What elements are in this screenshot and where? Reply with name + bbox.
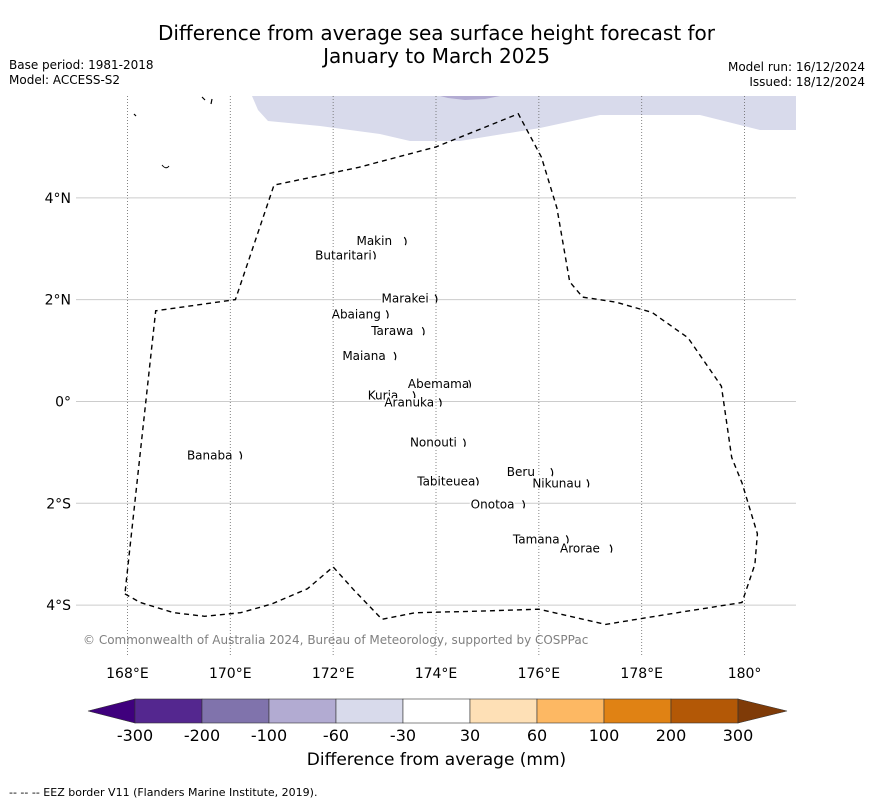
colorbar-segment bbox=[335, 698, 404, 724]
base-period: Base period: 1981-2018 bbox=[9, 58, 154, 72]
colorbar-tick-label: -60 bbox=[323, 726, 349, 745]
lon-tick-label: 168°E bbox=[106, 666, 149, 682]
colorbar-segment bbox=[469, 698, 538, 724]
island-outline bbox=[550, 467, 554, 477]
island-label: Beru bbox=[507, 465, 535, 479]
island-label: Nonouti bbox=[410, 436, 457, 450]
island-outline bbox=[421, 326, 425, 336]
island-outline bbox=[438, 398, 442, 407]
island-label: Maiana bbox=[342, 349, 385, 363]
island-outline bbox=[239, 451, 243, 460]
colorbar-label: Difference from average (mm) bbox=[306, 750, 567, 770]
map-title: Difference from average sea surface heig… bbox=[0, 22, 873, 68]
island-label: Makin bbox=[356, 234, 392, 248]
colorbar: -300 -200 -100 -60 -30 30 60 100 200 300 bbox=[87, 698, 788, 745]
axis-labels: 168°E 170°E 172°E 174°E 176°E 178°E 180° 4°N 2°N… bbox=[45, 191, 762, 682]
colorbar-extend-high bbox=[737, 698, 788, 724]
lon-tick-label: 176°E bbox=[518, 666, 561, 682]
island-outline-north-a bbox=[133, 113, 137, 117]
island-outline bbox=[565, 535, 569, 544]
lat-tick-label: 4°N bbox=[45, 191, 71, 207]
title-line-2: January to March 2025 bbox=[323, 44, 550, 68]
eez-source-note: -- -- -- EEZ border V11 (Flanders Marine… bbox=[9, 786, 318, 799]
island-label: Banaba bbox=[187, 448, 233, 462]
island-outline-nauru bbox=[161, 164, 170, 169]
colorbar-tick-label: 100 bbox=[589, 726, 620, 745]
colorbar-tick-label: -30 bbox=[390, 726, 416, 745]
island-outline-north-b bbox=[201, 96, 213, 105]
island-label: Butaritari bbox=[315, 248, 372, 262]
lat-tick-label: 2°S bbox=[46, 496, 71, 512]
colorbar-tick-label: 300 bbox=[723, 726, 754, 745]
island-outline bbox=[609, 544, 613, 553]
lon-tick-label: 180° bbox=[728, 666, 762, 682]
lon-tick-label: 174°E bbox=[415, 666, 458, 682]
copyright-notice: © Commonwealth of Australia 2024, Bureau… bbox=[83, 633, 588, 647]
title-line-1: Difference from average sea surface heig… bbox=[157, 21, 716, 45]
island-outline bbox=[468, 379, 471, 389]
issued-date: Issued: 18/12/2024 bbox=[749, 75, 865, 89]
island-label: Tamana bbox=[512, 532, 560, 546]
island-outline bbox=[522, 499, 525, 509]
island-outline bbox=[393, 351, 397, 361]
anomaly-shading bbox=[252, 96, 796, 141]
colorbar-tick-label: -100 bbox=[251, 726, 287, 745]
island-label: Kuria bbox=[368, 388, 399, 402]
island-outline bbox=[385, 310, 389, 319]
island-outline bbox=[475, 477, 479, 486]
island-label: Tarawa bbox=[370, 324, 413, 338]
colorbar-tick-label: -200 bbox=[184, 726, 220, 745]
colorbar-tick-label: 60 bbox=[527, 726, 547, 745]
colorbar-segment bbox=[201, 698, 270, 724]
island-outline bbox=[372, 250, 376, 260]
lon-tick-label: 170°E bbox=[209, 666, 252, 682]
colorbar-segment bbox=[603, 698, 672, 724]
island-label: Abaiang bbox=[332, 307, 381, 321]
lat-tick-label: 2°N bbox=[45, 293, 71, 309]
island-outline bbox=[462, 438, 466, 447]
island-label: Arorae bbox=[560, 542, 600, 556]
island-outline bbox=[434, 294, 438, 303]
colorbar-segment bbox=[536, 698, 605, 724]
island-label: Nikunau bbox=[532, 476, 581, 490]
model-name: Model: ACCESS-S2 bbox=[9, 73, 121, 87]
colorbar-extend-low bbox=[87, 698, 136, 724]
island-outline bbox=[403, 236, 407, 246]
island-outline bbox=[412, 390, 416, 400]
colorbar-segment bbox=[402, 698, 471, 724]
colorbar-tick-label: 200 bbox=[656, 726, 687, 745]
colorbar-segment bbox=[268, 698, 337, 724]
anomaly-region-negative-core bbox=[440, 96, 500, 100]
island-label: Tabiteuea bbox=[416, 474, 475, 488]
lon-tick-label: 172°E bbox=[312, 666, 355, 682]
model-run: Model run: 16/12/2024 bbox=[727, 60, 865, 74]
anomaly-region-negative bbox=[252, 96, 796, 141]
land-outlines bbox=[133, 96, 213, 169]
colorbar-tick-label: 30 bbox=[460, 726, 480, 745]
colorbar-segment bbox=[134, 698, 203, 724]
lat-tick-label: 0° bbox=[55, 394, 71, 410]
island-label: Abemama bbox=[408, 377, 469, 391]
lon-tick-label: 178°E bbox=[620, 666, 663, 682]
island-label: Aranuka bbox=[384, 395, 434, 409]
meta-left: Base period: 1981-2018 Model: ACCESS-S2 bbox=[9, 58, 154, 88]
island-outline bbox=[586, 479, 590, 488]
colorbar-tick-label: -300 bbox=[117, 726, 153, 745]
meta-right: Model run: 16/12/2024 Issued: 18/12/2024 bbox=[728, 60, 865, 90]
colorbar-segment bbox=[670, 698, 739, 724]
island-label: Onotoa bbox=[471, 497, 515, 511]
gridlines bbox=[76, 96, 796, 656]
eez-border bbox=[124, 112, 759, 626]
lat-tick-label: 4°S bbox=[46, 598, 71, 614]
island-label: Marakei bbox=[382, 292, 429, 306]
